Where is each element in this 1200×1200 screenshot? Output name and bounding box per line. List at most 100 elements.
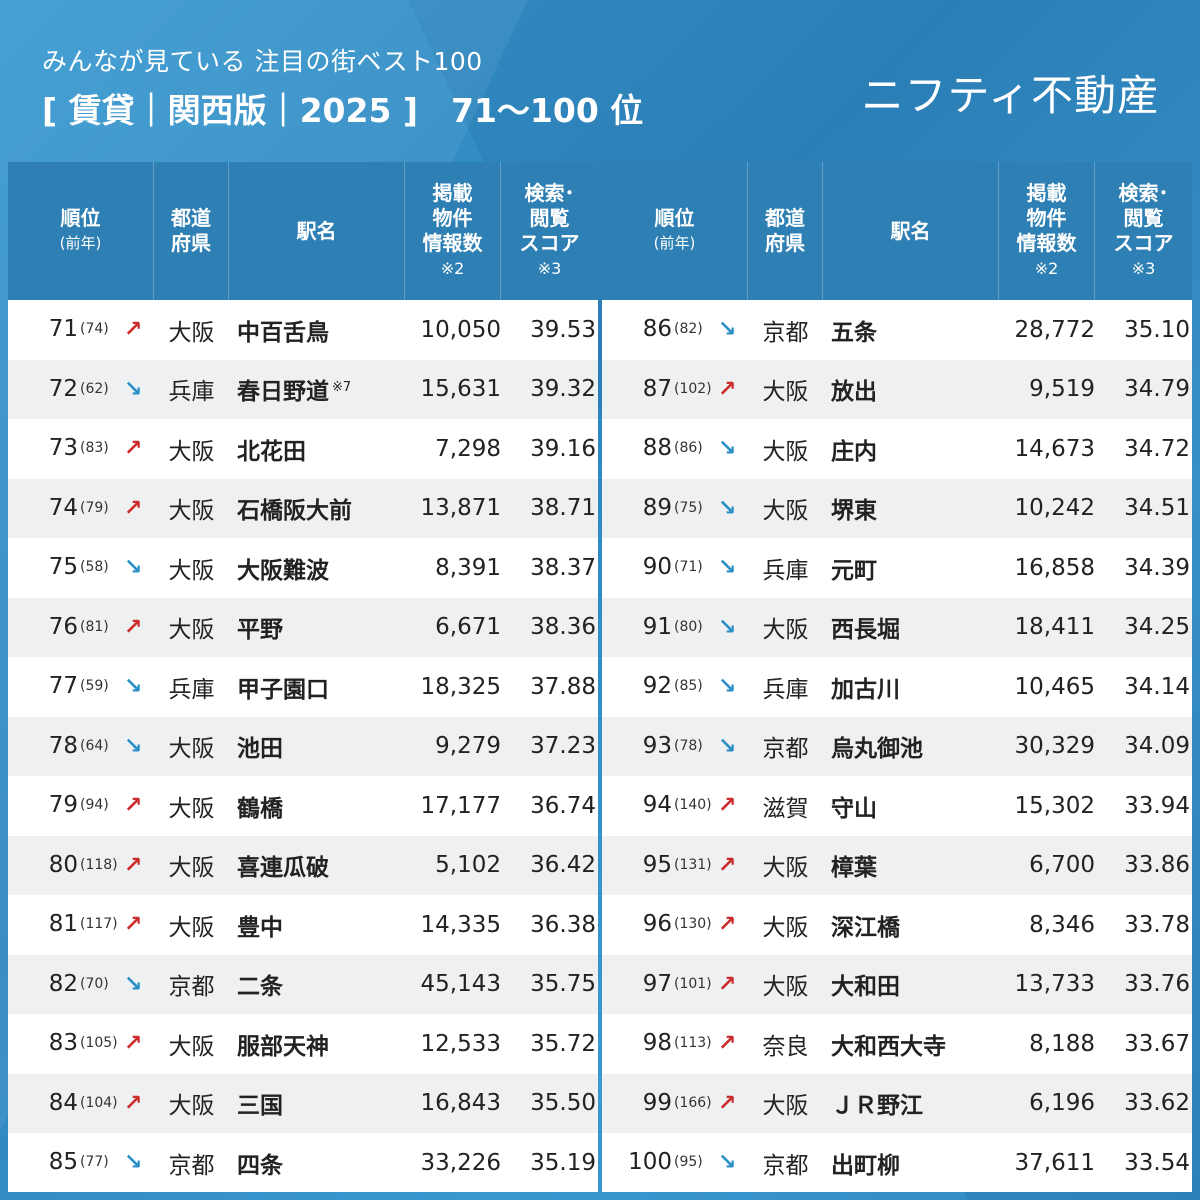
previous-rank: (79) — [80, 499, 109, 516]
rank: 81 — [48, 911, 78, 937]
station-name-cell: 西長堀 — [823, 610, 999, 644]
score: 33.94 — [1124, 792, 1190, 819]
trend-up-icon: ↗ — [718, 793, 737, 818]
rank: 97 — [642, 970, 672, 997]
rank: 82 — [48, 970, 78, 997]
score: 33.54 — [1124, 1149, 1190, 1176]
score: 33.62 — [1124, 1090, 1190, 1117]
score: 34.79 — [1124, 376, 1190, 403]
table-row: 73 (83) ↗ 大阪 北花田 7,298 39.16 — [8, 419, 598, 479]
trend-up-icon: ↗ — [718, 912, 737, 937]
station-name: 元町 — [831, 557, 877, 584]
rank: 93 — [642, 732, 672, 759]
prefecture: 京都 — [168, 1152, 215, 1179]
prefecture: 奈良 — [762, 1033, 809, 1060]
station-name-cell: 元町 — [823, 551, 999, 585]
previous-rank: (78) — [674, 737, 703, 754]
table-row: 86 (82) ↘ 京都 五条 28,772 35.10 — [602, 300, 1192, 360]
listing-count: 10,465 — [1014, 673, 1095, 700]
station-name: 喜連瓜破 — [237, 855, 329, 882]
prefecture: 大阪 — [762, 914, 809, 941]
station-name: 烏丸御池 — [831, 736, 923, 763]
score: 39.16 — [530, 435, 596, 462]
rank: 85 — [48, 1149, 78, 1175]
rank-cell: 90 (71) ↘ — [602, 538, 748, 598]
score: 39.53 — [530, 316, 596, 343]
rank-cell: 89 (75) ↘ — [602, 479, 748, 539]
previous-rank: (166) — [674, 1094, 712, 1111]
station-name: 深江橋 — [831, 914, 900, 941]
table-row: 97 (101) ↗ 大阪 大和田 13,733 33.76 — [602, 954, 1192, 1014]
listing-count: 6,700 — [1029, 852, 1095, 879]
score: 39.32 — [530, 376, 596, 403]
table-row: 91 (80) ↘ 大阪 西長堀 18,411 34.25 — [602, 597, 1192, 657]
previous-rank: (86) — [674, 440, 703, 456]
prefecture: 大阪 — [762, 1093, 809, 1120]
station-name-cell: 喜連瓜破 — [229, 848, 405, 882]
rank-cell: 80 (118) ↗ — [8, 836, 154, 896]
table-row: 79 (94) ↗ 大阪 鶴橋 17,177 36.74 — [8, 776, 598, 836]
station-name-cell: 守山 — [823, 789, 999, 823]
table-row: 77 (59) ↘ 兵庫 甲子園口 18,325 37.88 — [8, 657, 598, 717]
prefecture: 滋賀 — [762, 795, 809, 822]
station-name-cell: 庄内 — [823, 432, 999, 466]
score: 34.25 — [1124, 614, 1190, 641]
listing-count: 45,143 — [420, 971, 501, 998]
score: 37.88 — [530, 673, 596, 700]
station-name: 大阪難波 — [237, 557, 329, 584]
score: 35.19 — [530, 1149, 596, 1176]
station-name: 庄内 — [831, 438, 877, 465]
previous-rank: (117) — [80, 916, 118, 932]
station-name-cell: 春日野道 ※7 — [229, 372, 405, 406]
listing-count: 13,733 — [1014, 971, 1095, 998]
rank-cell: 92 (85) ↘ — [602, 657, 748, 717]
trend-down-icon: ↘ — [124, 1150, 143, 1175]
station-name-cell: 五条 — [823, 313, 999, 347]
table-row: 82 (70) ↘ 京都 二条 45,143 35.75 — [8, 954, 598, 1014]
score: 38.71 — [530, 495, 596, 522]
prefecture: 大阪 — [168, 736, 215, 763]
rank-cell: 73 (83) ↗ — [8, 419, 154, 479]
trend-up-icon: ↗ — [124, 495, 143, 521]
station-name-cell: 平野 — [229, 610, 405, 644]
prefecture: 大阪 — [762, 379, 809, 406]
listing-count: 10,242 — [1014, 495, 1095, 522]
prefecture: 京都 — [762, 1152, 809, 1179]
col-listing-count: 掲載 物件 情報数 ※2 — [405, 162, 501, 300]
station-name-cell: 大和田 — [823, 967, 999, 1001]
station-name: 二条 — [237, 974, 283, 1001]
score: 34.72 — [1124, 435, 1190, 462]
listing-count: 9,519 — [1029, 376, 1095, 403]
score: 36.38 — [530, 911, 596, 938]
table-row: 85 (77) ↘ 京都 四条 33,226 35.19 — [8, 1133, 598, 1193]
station-name: 大和田 — [831, 974, 900, 1001]
station-name-cell: 北花田 — [229, 432, 405, 466]
listing-count: 7,298 — [435, 435, 501, 462]
trend-up-icon: ↗ — [718, 852, 737, 878]
prefecture: 京都 — [762, 736, 809, 763]
listing-count: 15,302 — [1014, 792, 1095, 819]
rank-cell: 98 (113) ↗ — [602, 1014, 748, 1074]
trend-up-icon: ↗ — [124, 1090, 143, 1116]
listing-count: 14,335 — [420, 911, 501, 938]
station-name: 服部天神 — [237, 1033, 329, 1060]
previous-rank: (70) — [80, 975, 109, 992]
table-row: 76 (81) ↗ 大阪 平野 6,671 38.36 — [8, 597, 598, 657]
rank: 74 — [48, 494, 78, 521]
col-station: 駅名 — [229, 162, 405, 300]
rank-cell: 74 (79) ↗ — [8, 479, 154, 539]
listing-count: 17,177 — [420, 792, 501, 819]
station-name: 加古川 — [831, 676, 900, 703]
rank-cell: 94 (140) ↗ — [602, 776, 748, 836]
rank-cell: 93 (78) ↘ — [602, 717, 748, 777]
score: 34.51 — [1124, 495, 1190, 522]
rank: 75 — [48, 554, 78, 580]
prefecture: 大阪 — [762, 438, 809, 465]
station-name-cell: 樟葉 — [823, 848, 999, 882]
previous-rank: (102) — [674, 380, 712, 397]
station-name: 平野 — [237, 617, 283, 644]
listing-count: 10,050 — [420, 316, 501, 343]
rank-cell: 79 (94) ↗ — [8, 776, 154, 836]
table-header: 順位 (前年) 都道 府県 駅名 掲載 物件 情報数 ※2 検索･ 閲覧 スコア ※3 — [8, 162, 598, 300]
listing-count: 5,102 — [435, 852, 501, 879]
